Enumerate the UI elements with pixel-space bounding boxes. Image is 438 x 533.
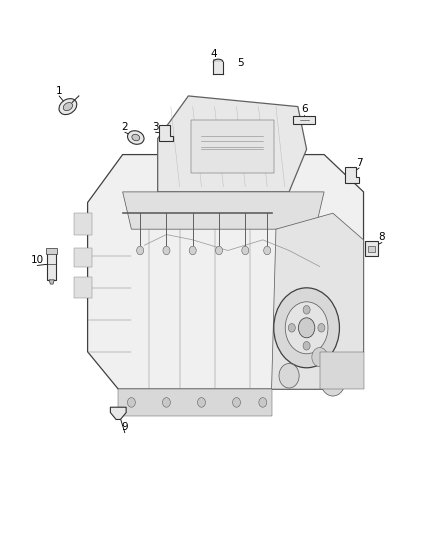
Circle shape <box>127 398 135 407</box>
Circle shape <box>162 398 170 407</box>
Circle shape <box>137 246 144 255</box>
Ellipse shape <box>59 99 77 115</box>
Bar <box>74 248 92 266</box>
Polygon shape <box>272 213 364 389</box>
Text: 9: 9 <box>121 423 128 432</box>
Text: 4: 4 <box>210 50 217 59</box>
Polygon shape <box>118 389 272 416</box>
Circle shape <box>264 246 271 255</box>
Text: 1: 1 <box>56 86 63 95</box>
Ellipse shape <box>132 134 140 141</box>
Text: 10: 10 <box>31 255 44 265</box>
Ellipse shape <box>63 102 73 111</box>
Circle shape <box>163 246 170 255</box>
FancyBboxPatch shape <box>191 120 274 173</box>
Text: 8: 8 <box>378 232 385 242</box>
Polygon shape <box>123 192 324 229</box>
Ellipse shape <box>213 59 223 64</box>
Circle shape <box>259 398 267 407</box>
Bar <box>368 246 375 252</box>
Polygon shape <box>49 280 54 284</box>
Circle shape <box>279 364 299 388</box>
Bar <box>74 277 92 298</box>
Polygon shape <box>345 167 359 183</box>
Ellipse shape <box>127 131 144 144</box>
Polygon shape <box>110 407 126 419</box>
Polygon shape <box>88 155 364 389</box>
Text: 6: 6 <box>301 104 308 114</box>
Circle shape <box>298 318 315 338</box>
Circle shape <box>318 324 325 332</box>
Text: 5: 5 <box>237 58 244 68</box>
Text: 3: 3 <box>152 122 159 132</box>
Bar <box>46 248 57 254</box>
Bar <box>47 252 56 280</box>
Circle shape <box>198 398 205 407</box>
Circle shape <box>321 366 345 396</box>
Circle shape <box>312 348 328 367</box>
Circle shape <box>233 398 240 407</box>
Circle shape <box>274 288 339 368</box>
Bar <box>213 62 223 74</box>
Circle shape <box>328 375 338 387</box>
Bar <box>74 213 92 235</box>
Circle shape <box>303 342 310 350</box>
Text: 2: 2 <box>121 122 128 132</box>
Polygon shape <box>320 352 364 389</box>
Circle shape <box>215 246 223 255</box>
Circle shape <box>189 246 196 255</box>
Circle shape <box>303 305 310 314</box>
Bar <box>365 241 378 256</box>
Text: 7: 7 <box>356 158 363 167</box>
Polygon shape <box>159 125 173 141</box>
Bar <box>293 116 315 124</box>
Circle shape <box>288 324 295 332</box>
Circle shape <box>285 302 328 354</box>
Polygon shape <box>158 96 307 192</box>
Circle shape <box>242 246 249 255</box>
